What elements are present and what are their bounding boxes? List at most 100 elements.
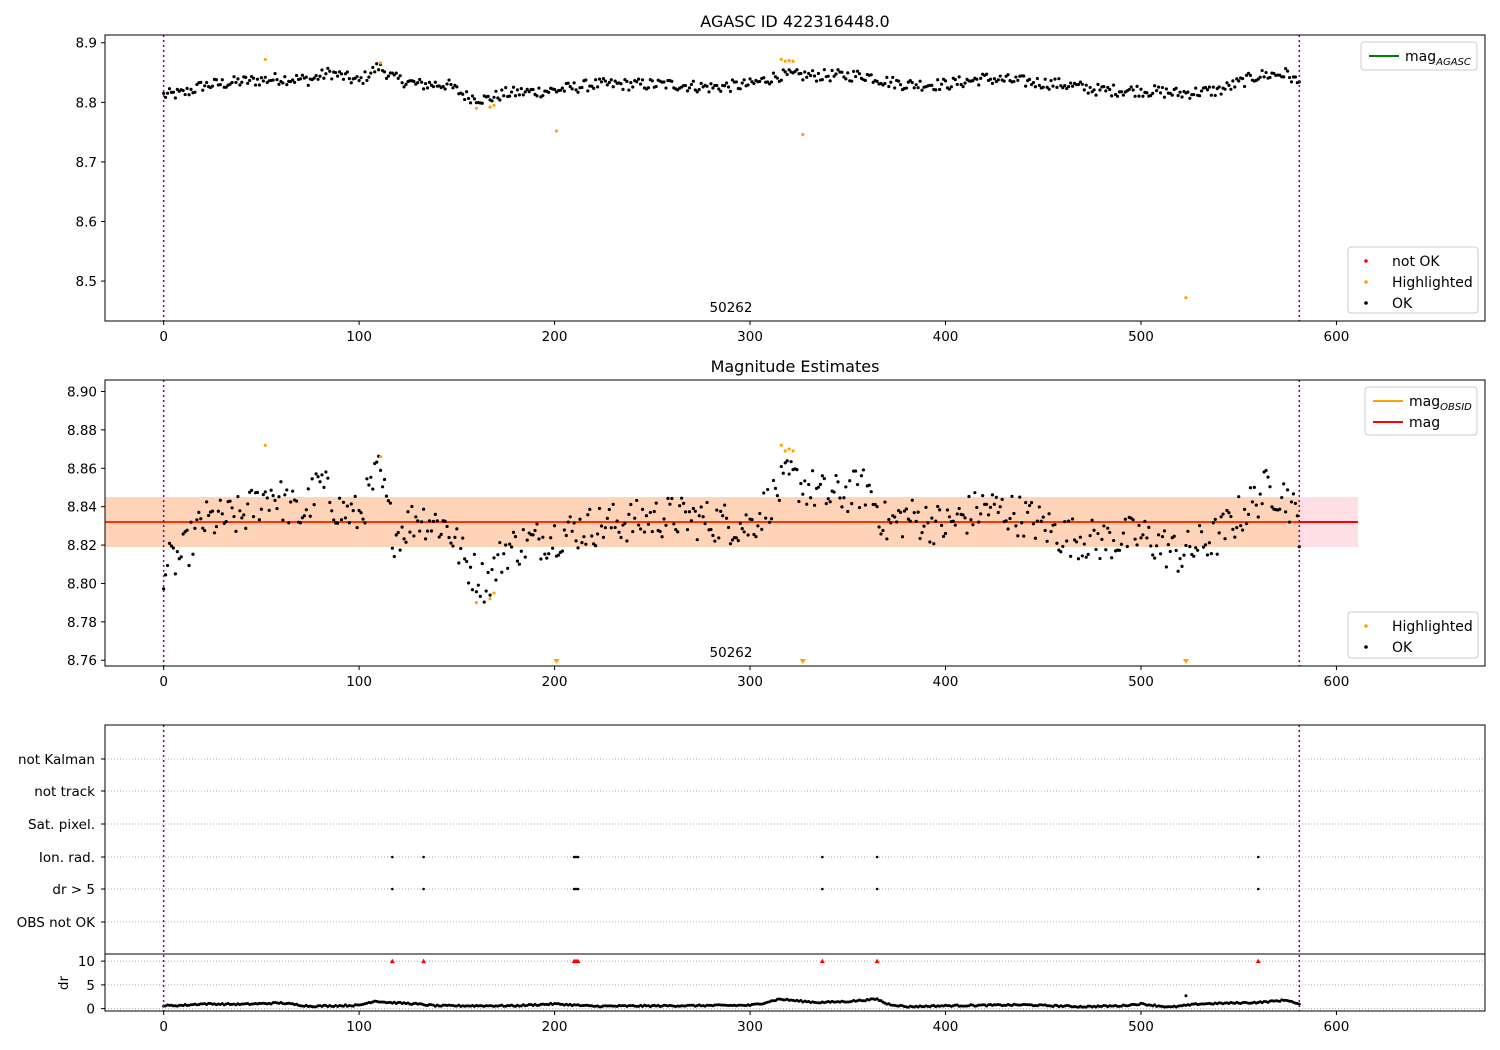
agasc-ok-point — [1049, 78, 1053, 83]
magnitude-ok-point — [1295, 514, 1299, 518]
magnitude-ok-point — [1123, 517, 1127, 521]
magnitude-ok-point — [244, 526, 248, 530]
agasc-ok-point — [422, 87, 426, 91]
agasc-ok-point — [210, 84, 215, 88]
agasc-ok-point — [201, 88, 205, 92]
magnitude-ok-point — [1172, 534, 1176, 538]
magnitude-ok-point — [908, 519, 912, 523]
magnitude-ok-point — [449, 541, 453, 545]
agasc-ok-point — [273, 72, 277, 76]
agasc-ok-point — [568, 85, 572, 89]
magnitude-ok-point — [265, 496, 269, 500]
magnitude-ok-point — [476, 583, 480, 587]
magnitude-ok-point — [392, 554, 396, 559]
magnitude-ok-point — [463, 557, 467, 561]
magnitude-ok-point — [1088, 534, 1092, 538]
agasc-ok-point — [1213, 93, 1217, 98]
magnitude-ok-point — [1260, 502, 1264, 506]
magnitude-ok-point — [283, 493, 287, 497]
magnitude-ok-point — [1291, 492, 1296, 496]
magnitude-ok-point — [812, 503, 817, 507]
magnitude-ok-point — [1104, 548, 1108, 552]
agasc-ok-point — [728, 89, 733, 93]
agasc-points — [162, 57, 1301, 300]
agasc-xtick-label: 400 — [933, 329, 959, 345]
magnitude-ok-point — [771, 478, 776, 483]
magnitude-ok-point — [881, 528, 885, 533]
magnitude-upper-legend-label: magOBSID — [1409, 394, 1472, 413]
agasc-ok-point — [318, 74, 322, 78]
magnitude-ok-point — [576, 546, 580, 550]
agasc-ok-point — [322, 76, 326, 80]
flags-event-point — [574, 855, 578, 859]
agasc-ok-point — [580, 85, 584, 90]
magnitude-ok-point — [713, 539, 717, 543]
agasc-ok-point — [738, 87, 742, 91]
agasc-ok-point — [361, 81, 365, 86]
agasc-ok-point — [857, 72, 862, 76]
agasc-ok-point — [726, 85, 731, 89]
magnitude-ok-point — [214, 524, 219, 529]
magnitude-ok-point — [965, 531, 969, 535]
agasc-ok-point — [949, 85, 953, 89]
magnitude-ok-point — [422, 507, 426, 511]
agasc-ok-point — [1262, 75, 1266, 79]
agasc-ok-point — [167, 87, 172, 91]
magnitude-ok-point — [1246, 512, 1251, 516]
agasc-ok-point — [908, 79, 912, 83]
magnitude-ok-point — [314, 472, 318, 476]
magnitude-ok-point — [938, 508, 942, 512]
magnitude-ok-point — [406, 510, 410, 514]
magnitude-ok-point — [701, 515, 705, 519]
magnitude-ok-point — [582, 535, 586, 539]
magnitude-lower-legend-box — [1347, 611, 1479, 659]
magnitude-ok-point — [515, 559, 520, 563]
dr-threshold-marker — [575, 958, 581, 964]
magnitude-ok-point — [500, 570, 504, 574]
magnitude-ok-point — [195, 518, 199, 522]
agasc-ok-point — [1055, 85, 1059, 90]
agasc-ok-point — [261, 79, 265, 83]
agasc-ok-point — [496, 96, 500, 100]
magnitude-ok-point — [1155, 544, 1159, 548]
agasc-ok-point — [990, 81, 995, 85]
agasc-ok-point — [427, 80, 432, 84]
magnitude-ok-point — [459, 546, 463, 551]
agasc-ok-point — [248, 78, 252, 83]
magnitude-ok-point — [883, 500, 887, 504]
agasc-ok-point — [912, 86, 916, 90]
flags-xtick-label: 200 — [542, 1019, 568, 1035]
agasc-ok-point — [523, 90, 527, 94]
magnitude-ok-point — [418, 529, 422, 533]
magnitude-ok-point — [259, 507, 263, 511]
agasc-ok-point — [263, 75, 267, 79]
magnitude-ok-point — [1086, 552, 1090, 556]
magnitude-ok-point — [1278, 507, 1282, 511]
agasc-ok-point — [468, 101, 473, 105]
agasc-ok-point — [300, 73, 305, 77]
magnitude-ok-point — [539, 557, 543, 561]
agasc-ok-point — [412, 79, 416, 84]
flags-event-point — [391, 855, 394, 859]
agasc-ok-point — [1178, 90, 1182, 94]
agasc-ok-point — [377, 68, 381, 72]
agasc-ok-point — [1076, 82, 1081, 87]
magnitude-ok-point — [551, 546, 555, 550]
magnitude-ok-point — [996, 510, 1000, 515]
magnitude-ok-point — [1227, 511, 1231, 515]
magnitude-ok-point — [193, 526, 197, 530]
magnitude-ok-point — [1256, 515, 1260, 519]
agasc-ok-point — [1199, 89, 1204, 93]
agasc-ok-point — [416, 80, 420, 85]
agasc-ok-point — [977, 83, 981, 87]
magnitude-ok-point — [175, 549, 179, 554]
magnitude-ok-point — [179, 555, 183, 559]
agasc-ok-point — [365, 78, 369, 83]
magnitude-ok-point — [316, 475, 320, 479]
magnitude-ok-point — [312, 503, 316, 507]
magnitude-ok-point — [873, 502, 877, 507]
magnitude-ok-point — [672, 522, 676, 526]
agasc-ok-point — [971, 78, 975, 83]
magnitude-ok-point — [1205, 553, 1210, 557]
